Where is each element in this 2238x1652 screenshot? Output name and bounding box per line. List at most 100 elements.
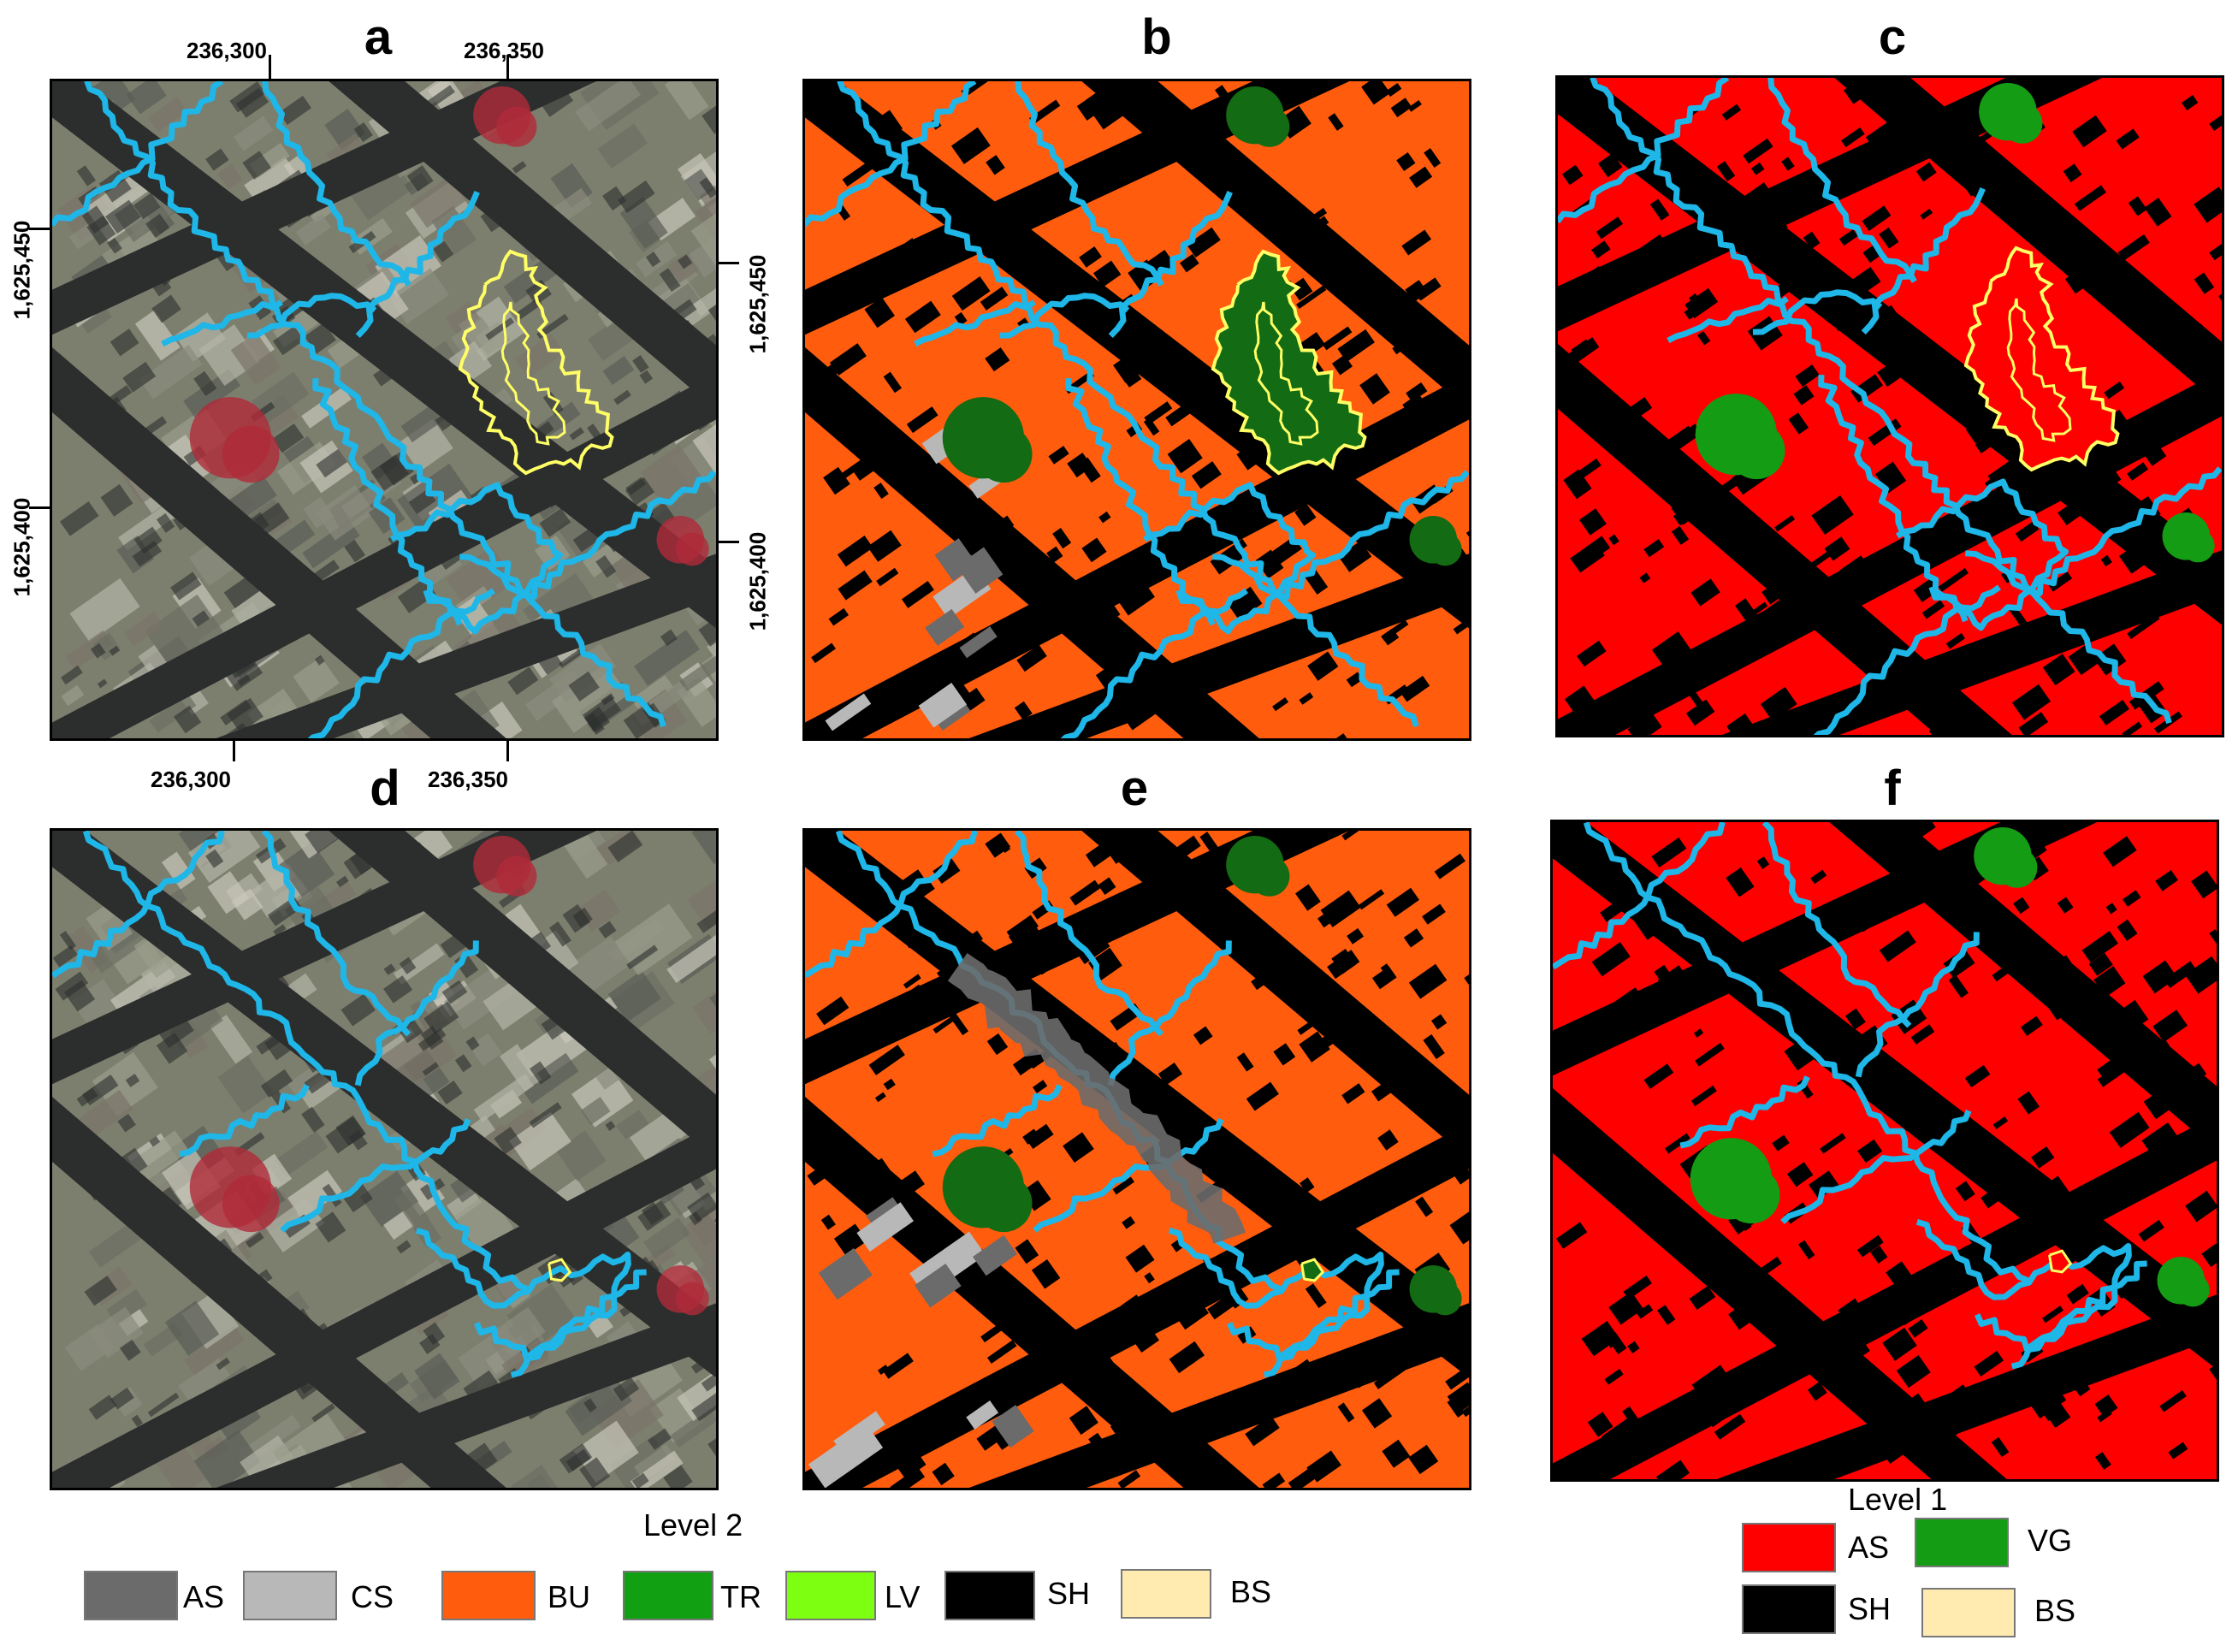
shadow-patch [953,930,984,956]
shadow-patch [639,370,654,384]
shadow-patch [1809,1170,1839,1199]
shadow-patch [1596,216,1624,240]
shadow-patch [1596,862,1625,890]
imagery-block [580,1096,611,1126]
shadow-patch [423,1001,459,1034]
shadow-patch [625,477,655,506]
shadow-patch [2122,890,2141,907]
shadow-patch [305,560,340,588]
shadow-patch [317,1447,348,1472]
shadow-patch [2103,836,2137,867]
shadow-patch [2094,1452,2111,1470]
shadow-patch [1422,903,1446,925]
shadow-patch [870,110,903,142]
vegetation-cluster [222,1175,280,1233]
shadow-patch [1008,920,1044,954]
imagery-block [702,637,716,687]
shadow-street [805,346,1259,738]
shadow-patch [1857,1139,1883,1164]
street-outline [2010,1260,2147,1370]
shadow-patch [675,411,708,437]
shadow-patch [1142,859,1167,879]
asphalt-patch [918,682,968,728]
imagery-block [126,81,167,115]
shadow-patch [1726,867,1755,897]
shadow-patch [1289,277,1313,301]
shadow-patch [1287,221,1324,253]
imagery-block [640,445,705,509]
shadow-patch [1403,928,1424,948]
shadow-patch [1299,1031,1330,1063]
imagery-block [394,943,445,985]
shadow-patch [460,926,481,945]
shadow-patch [1452,375,1469,401]
shadow-patch [186,927,220,959]
shadow-patch [932,857,961,885]
shadow-patch [893,1448,927,1479]
shadow-patch [1591,942,1631,977]
shadow-patch [507,666,539,696]
shadow-patch [1764,596,1789,616]
shadow-patch [2081,931,2118,963]
shadow-patch [1945,632,1966,649]
legend1-swatch-as [1742,1523,1836,1572]
shadow-patch [506,1241,525,1262]
shadow-patch [59,931,77,950]
shadow-patch [549,921,571,947]
right-y-tick-1: 1,625,450 [744,254,771,354]
shadow-patch [2067,1371,2091,1397]
shadow-patch [660,629,678,647]
shadow-patch [1305,1283,1327,1308]
street-outline [1780,1110,1972,1224]
legend-label-sh: SH [1047,1576,1091,1611]
shadow-patch [1112,1176,1135,1195]
vegetation-cluster [974,1175,1033,1233]
shadow-patch [228,655,255,678]
asphalt-patch [833,1411,885,1454]
shadow-patch [227,697,263,733]
shadow-patch [1085,836,1121,867]
shadow-patch [1098,511,1111,524]
shadow-patch [1307,651,1339,681]
shadow-patch [1295,1359,1319,1385]
shadow-patch [1019,921,1036,940]
shadow-patch [1588,265,1607,284]
shadow-patch [1774,515,1796,532]
street-outline [1767,78,1917,283]
shadow-patch [2094,1394,2118,1418]
shadow-patch [548,493,566,508]
shadow-patch [2018,712,2049,735]
shadow-patch [1043,707,1074,731]
shadow-patch [1025,1123,1054,1149]
shadow-patch [1693,1028,1704,1038]
shadow-patch [1600,894,1632,922]
shadow-patch [605,533,625,553]
legend-label-bs: BS [1230,1574,1272,1609]
shadow-patch [823,466,850,495]
shadow-patch [184,1223,201,1241]
shadow-patch [1337,1402,1355,1423]
shadow-patch [1690,578,1720,607]
imagery-block [414,1353,460,1400]
shadow-patch [1751,601,1768,616]
shadow-patch [1643,539,1665,558]
shadow-patch [1402,578,1438,609]
shadow-patch [619,1291,652,1317]
shadow-street [1553,1087,2007,1479]
shadow-patch [541,1011,570,1040]
shadow-patch [81,205,110,234]
shadow-patch [1839,555,1871,584]
shadow-patch [1908,1319,1928,1338]
shadow-patch [1896,1354,1931,1389]
imagery-block [692,417,716,478]
vegetation-cluster [1428,1282,1462,1316]
shadow-patch [1657,1305,1676,1325]
shadow-patch [122,361,157,393]
shadow-patch [654,390,690,423]
shadow-patch [580,1224,604,1250]
left-y-tick-2: 1,625,400 [9,497,35,597]
legend-label-tr: TR [720,1579,761,1614]
imagery-block [451,316,496,358]
imagery-block [692,987,716,1034]
shadow-patch [1781,157,1795,171]
